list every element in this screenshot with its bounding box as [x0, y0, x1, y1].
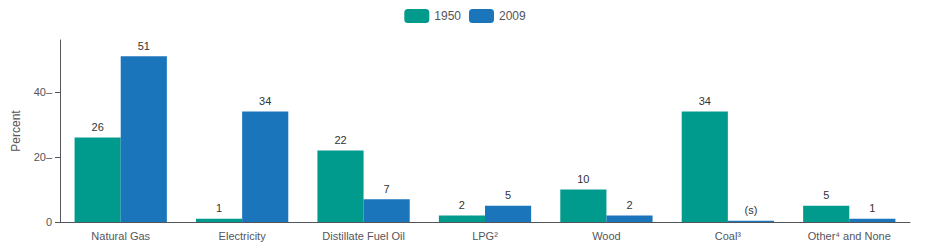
svg-text:22: 22 [334, 134, 346, 146]
svg-text:20–: 20– [34, 151, 53, 163]
svg-text:7: 7 [384, 183, 390, 195]
svg-text:1950: 1950 [434, 9, 461, 23]
svg-text:Percent: Percent [9, 110, 23, 152]
svg-text:51: 51 [138, 40, 150, 52]
svg-text:Other⁴ and None: Other⁴ and None [808, 230, 891, 242]
svg-text:0: 0 [46, 216, 52, 228]
svg-text:Coal³: Coal³ [715, 230, 742, 242]
svg-text:5: 5 [505, 189, 511, 201]
svg-text:Electricity: Electricity [219, 230, 267, 242]
svg-text:2: 2 [459, 199, 465, 211]
svg-text:Natural Gas: Natural Gas [91, 230, 150, 242]
svg-text:5: 5 [823, 189, 829, 201]
svg-text:(s): (s) [745, 204, 758, 216]
svg-text:2: 2 [626, 199, 632, 211]
svg-text:2009: 2009 [499, 9, 526, 23]
svg-text:Distillate Fuel Oil: Distillate Fuel Oil [322, 230, 405, 242]
svg-text:40–: 40– [34, 86, 53, 98]
svg-text:34: 34 [259, 95, 271, 107]
svg-text:26: 26 [92, 121, 104, 133]
svg-text:1: 1 [216, 202, 222, 214]
svg-text:LPG²: LPG² [472, 230, 498, 242]
svg-text:10: 10 [577, 173, 589, 185]
svg-text:1: 1 [869, 202, 875, 214]
svg-text:Wood: Wood [592, 230, 621, 242]
svg-text:34: 34 [699, 95, 711, 107]
